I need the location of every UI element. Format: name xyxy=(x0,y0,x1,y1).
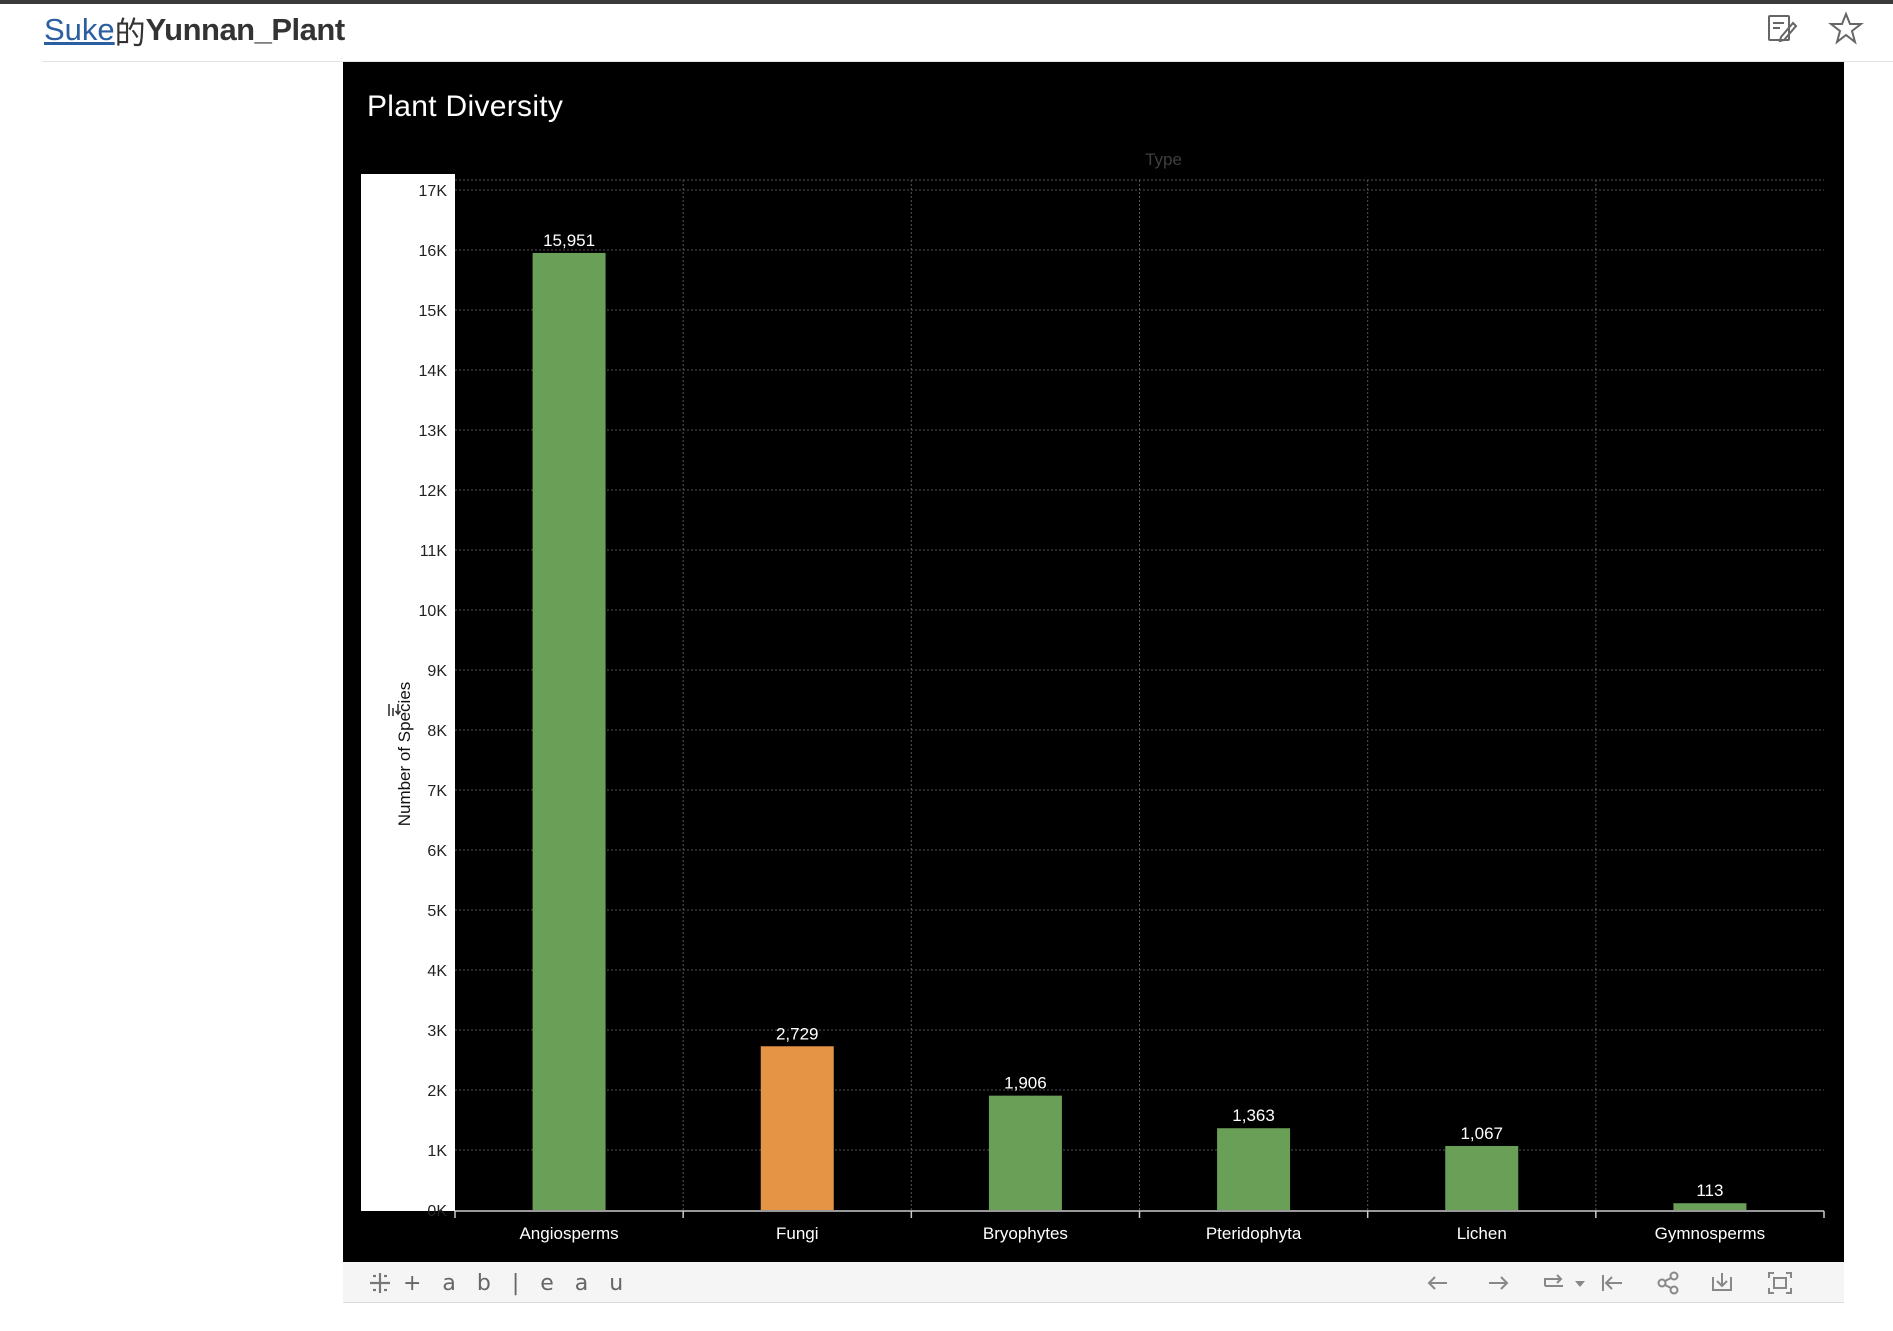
bar-lichen xyxy=(1445,1145,1519,1210)
bar-pteridophyta xyxy=(1217,1128,1291,1210)
author-connector: 的 xyxy=(114,15,146,51)
bar-chart-svg: 0K 1K 2K 3K 4K 5K 6K 7K 8K 9K 10K 11K 12K 13K 14K 15K 16… xyxy=(419,179,1825,1243)
data-label: 2,729 xyxy=(776,1024,819,1043)
y-tick-label: 4K xyxy=(427,963,447,980)
favorite-star-icon[interactable] xyxy=(1828,10,1864,46)
column-header-type: Type xyxy=(1145,150,1182,169)
tableau-logo: + a b | e a u xyxy=(367,1270,630,1296)
y-tick-label: 11K xyxy=(420,543,448,560)
download-icon[interactable] xyxy=(1707,1268,1737,1298)
tableau-logo-icon xyxy=(370,1273,390,1293)
sort-icon[interactable] xyxy=(385,700,405,720)
y-tick-label: 2K xyxy=(427,1083,447,1100)
y-tick-label: 5K xyxy=(427,903,447,920)
undo-arrow-icon[interactable] xyxy=(1423,1268,1453,1298)
y-tick-label: 16K xyxy=(419,243,448,260)
y-tick-label: 13K xyxy=(419,423,448,440)
tableau-viz: Plant Diversity Type Number of Species 0… xyxy=(343,62,1844,1262)
y-tick-label: 1K xyxy=(427,1143,447,1160)
y-tick-label: 17K xyxy=(419,183,448,200)
bar-bryophytes xyxy=(988,1095,1062,1210)
y-axis-panel: Number of Species xyxy=(361,174,455,1211)
data-label: 1,363 xyxy=(1232,1106,1275,1125)
page-header: Suke 的 Yunnan_Plant xyxy=(44,10,345,51)
y-tick-label: 10K xyxy=(419,603,448,620)
share-icon[interactable] xyxy=(1653,1268,1683,1298)
chart-title: Plant Diversity xyxy=(367,90,564,123)
data-label: 113 xyxy=(1696,1181,1723,1200)
revert-dropdown-icon[interactable] xyxy=(1565,1268,1585,1298)
author-link[interactable]: Suke xyxy=(44,12,115,47)
bar-gymnosperms xyxy=(1673,1203,1747,1210)
data-label: 1,067 xyxy=(1460,1124,1503,1143)
header-divider xyxy=(42,61,1893,62)
y-tick-label: 15K xyxy=(419,303,448,320)
top-strip xyxy=(0,0,1893,4)
revert-icon[interactable] xyxy=(1539,1268,1569,1298)
x-tick-label: Fungi xyxy=(776,1224,819,1243)
bar-fungi xyxy=(760,1046,834,1210)
x-tick-label: Bryophytes xyxy=(983,1224,1068,1243)
reset-to-start-icon[interactable] xyxy=(1597,1268,1627,1298)
x-tick-label: Lichen xyxy=(1457,1224,1507,1243)
data-label: 1,906 xyxy=(1004,1074,1047,1093)
x-tick-label: Pteridophyta xyxy=(1206,1224,1302,1243)
x-tick-label: Gymnosperms xyxy=(1655,1224,1766,1243)
y-tick-label: 3K xyxy=(427,1023,447,1040)
tableau-logo-text: + a b | e a u xyxy=(403,1270,631,1296)
workbook-title: Yunnan_Plant xyxy=(145,12,345,47)
y-tick-label: 8K xyxy=(427,723,447,740)
y-tick-label: 6K xyxy=(427,843,447,860)
edit-icon[interactable] xyxy=(1764,10,1800,46)
y-tick-label: 14K xyxy=(419,363,448,380)
bar-angiosperms xyxy=(532,252,606,1210)
y-tick-label: 7K xyxy=(427,783,447,800)
data-label: 15,951 xyxy=(543,231,595,250)
x-tick-label: Angiosperms xyxy=(519,1224,618,1243)
redo-arrow-icon[interactable] xyxy=(1483,1268,1513,1298)
y-tick-label: 9K xyxy=(427,663,447,680)
fullscreen-icon[interactable] xyxy=(1765,1268,1795,1298)
y-tick-label: 12K xyxy=(419,483,448,500)
y-tick-label: 0K xyxy=(427,1203,447,1220)
tableau-toolbar: + a b | e a u xyxy=(343,1262,1844,1303)
